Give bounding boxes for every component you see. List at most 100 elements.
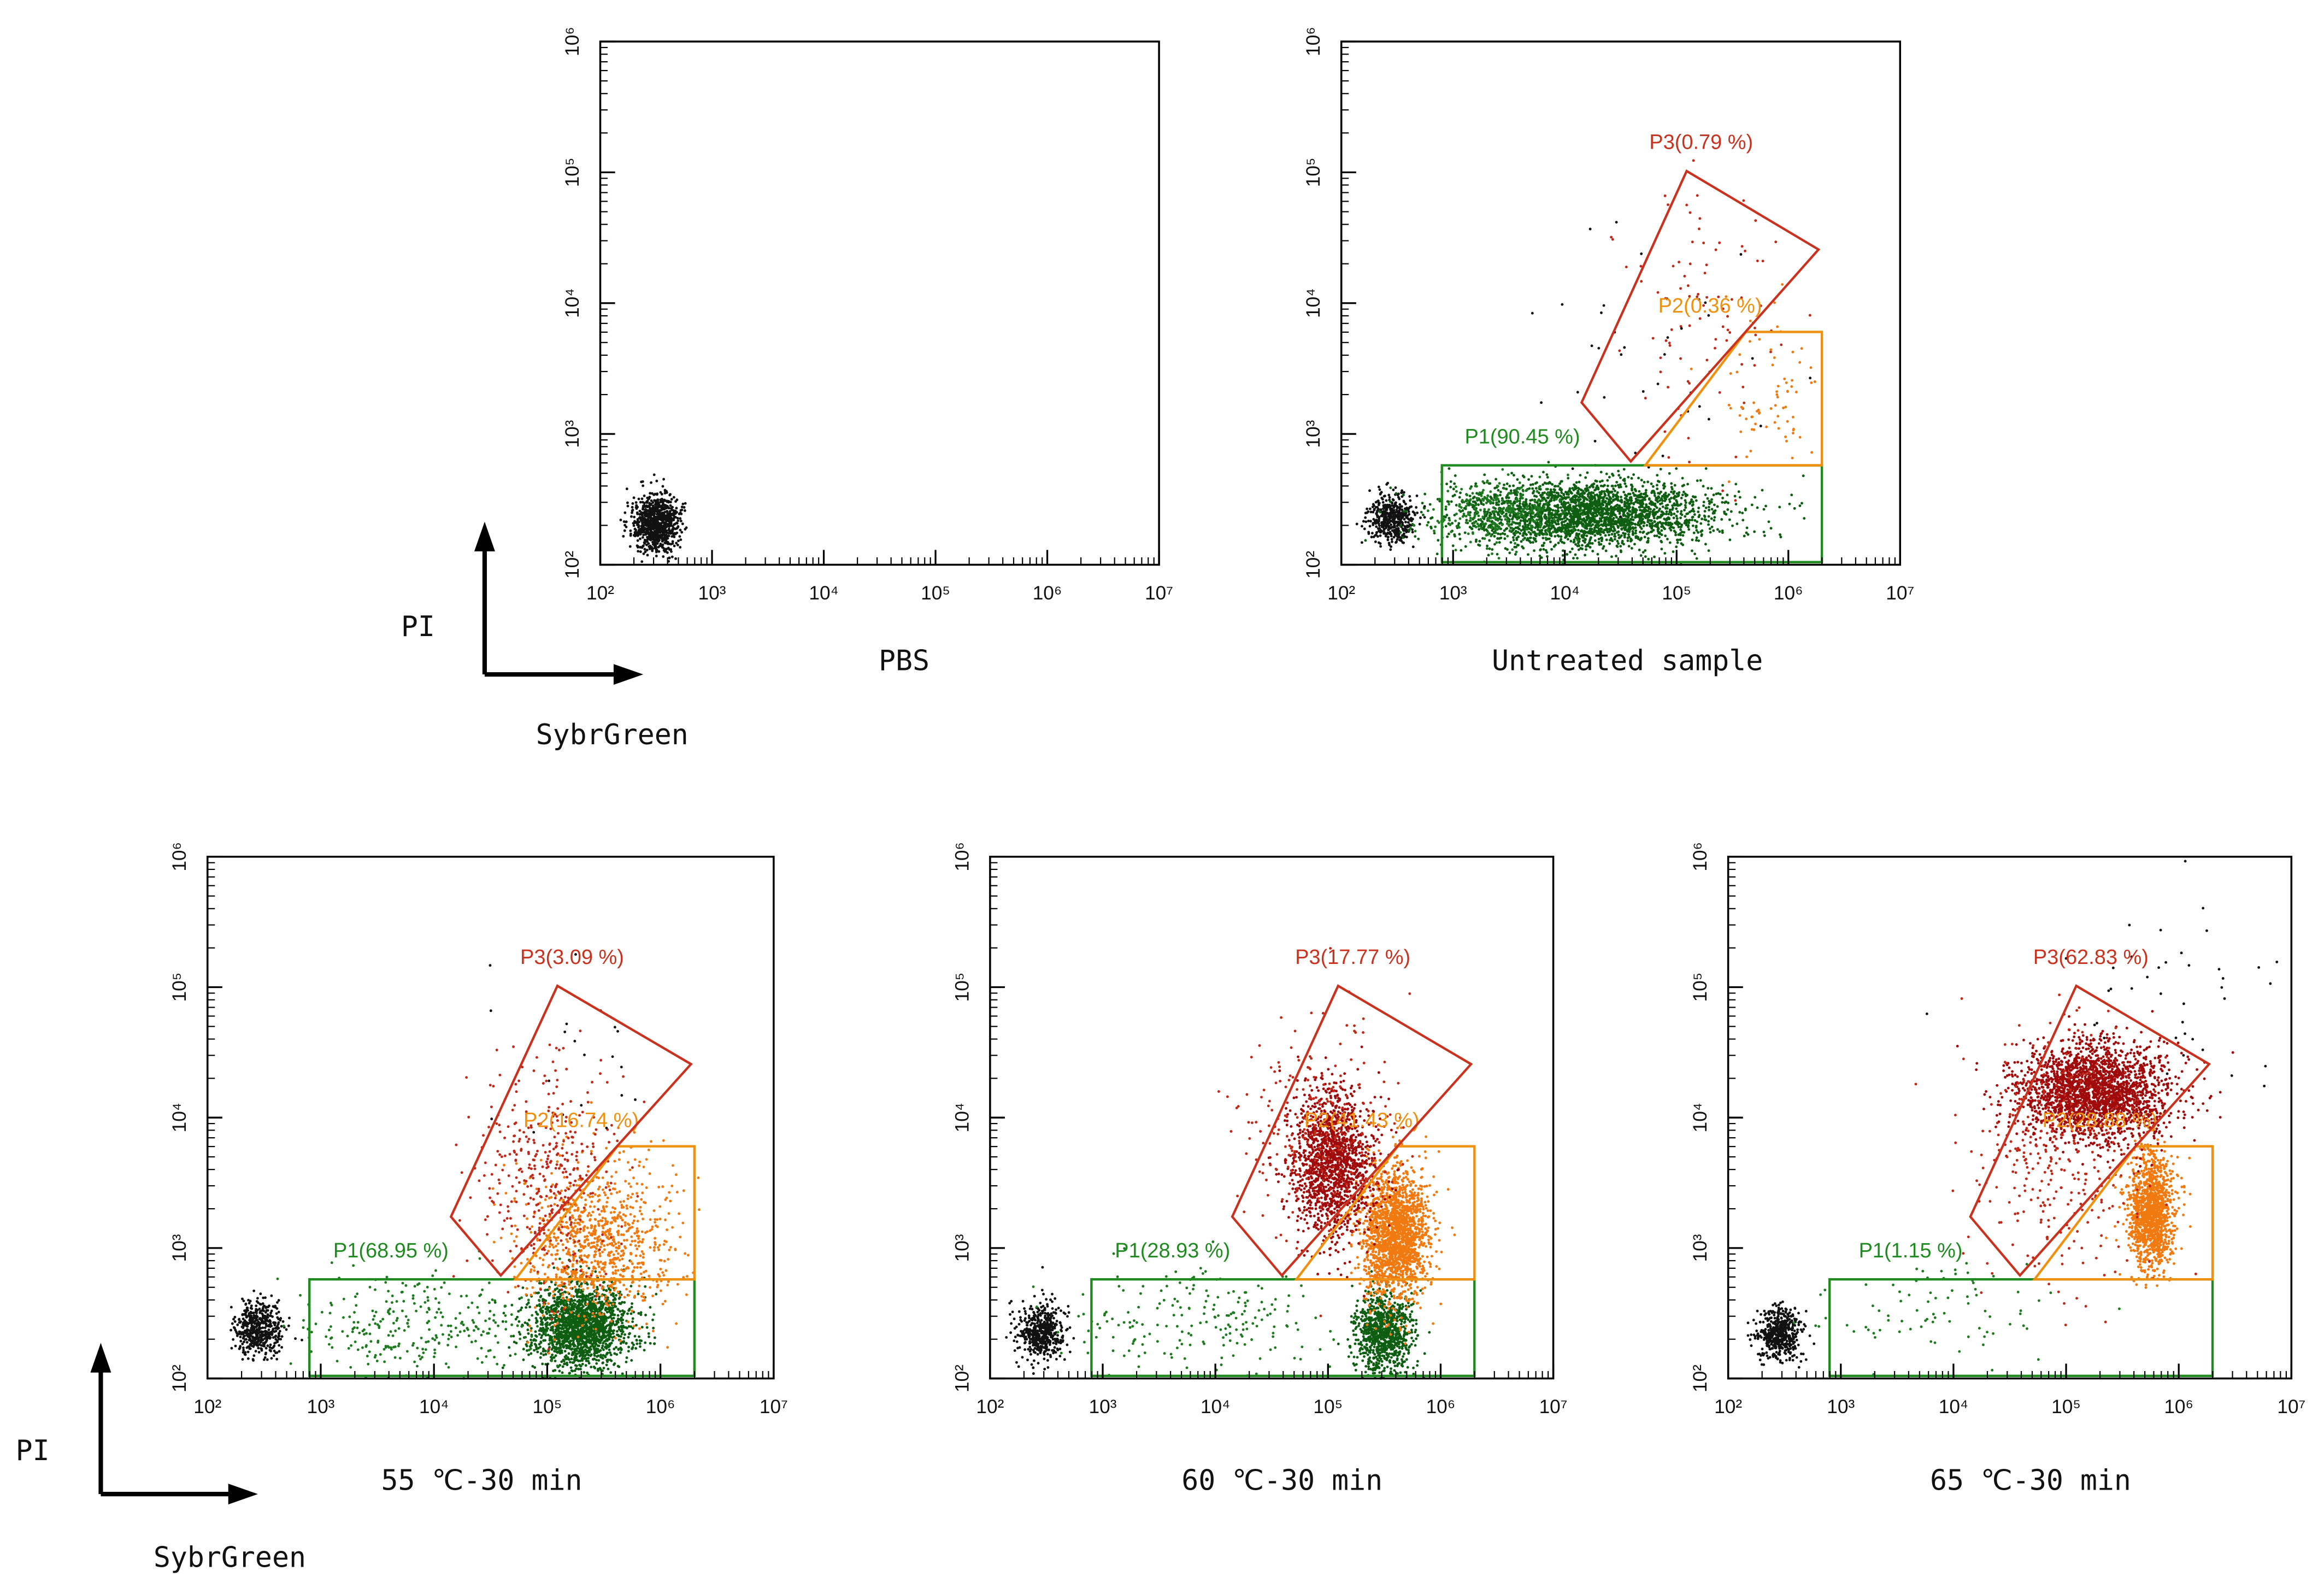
event-dot — [1605, 504, 1608, 507]
event-dot — [1665, 510, 1668, 513]
event-dot — [1547, 461, 1550, 464]
flow-plot: P1(68.95 %)P2(16.74 %)P3(3.09 %)10² 10³ 10… — [169, 842, 788, 1497]
event-dot — [1718, 241, 1721, 244]
event-dot — [1535, 519, 1539, 522]
event-dot — [1738, 511, 1741, 514]
event-dot — [1634, 526, 1637, 530]
event-dot — [1484, 522, 1487, 525]
event-dot — [1635, 499, 1638, 502]
event-dot — [1522, 490, 1525, 493]
event-dot — [1384, 508, 1387, 511]
event-dot — [1586, 513, 1589, 516]
event-dot — [263, 1341, 267, 1344]
event-dot — [1785, 381, 1788, 384]
event-dot — [1587, 510, 1590, 513]
event-dot — [239, 1336, 242, 1339]
event-dot — [1619, 549, 1622, 552]
event-dot — [1402, 529, 1405, 532]
event-dot — [1464, 521, 1468, 524]
event-dot — [1448, 503, 1451, 506]
event-dot — [1485, 497, 1488, 500]
event-dot — [1472, 500, 1475, 503]
event-dot — [1485, 481, 1488, 484]
event-dot — [1567, 530, 1570, 533]
event-dot — [1676, 541, 1679, 544]
event-dot — [1511, 508, 1514, 510]
event-dot — [1455, 525, 1458, 528]
event-dot — [1390, 534, 1393, 538]
event-dot — [1482, 499, 1485, 502]
event-dot — [1376, 509, 1379, 512]
event-dot — [1792, 428, 1795, 432]
event-dot — [1603, 396, 1606, 399]
event-dot — [1448, 522, 1451, 526]
event-dot — [1401, 534, 1404, 537]
y-tick-label: 10³ — [1303, 420, 1324, 448]
event-dot — [1401, 521, 1404, 525]
event-dot — [1707, 520, 1710, 523]
event-dot — [668, 515, 672, 519]
event-dot — [1627, 545, 1631, 548]
event-dot — [674, 527, 678, 531]
event-dot — [1668, 517, 1671, 521]
event-dot — [657, 505, 660, 509]
event-dot — [1580, 529, 1584, 532]
event-dot — [1638, 490, 1641, 493]
event-dot — [1701, 517, 1704, 521]
event-dot — [285, 1328, 288, 1331]
event-dot — [1407, 521, 1410, 524]
event-dot — [1414, 535, 1417, 538]
event-dot — [639, 550, 642, 554]
event-dot — [1488, 482, 1492, 485]
event-dot — [1592, 483, 1596, 486]
event-dot — [1389, 548, 1392, 551]
event-dot — [262, 1296, 265, 1299]
event-dot — [1582, 510, 1586, 514]
x-key-label: SybrGreen — [154, 1541, 306, 1574]
event-dot — [1610, 521, 1613, 525]
event-dot — [1729, 510, 1733, 513]
event-dot — [1584, 497, 1587, 500]
event-dot — [637, 529, 640, 532]
event-dot — [676, 543, 679, 546]
event-dot — [1615, 516, 1618, 519]
event-dot — [1420, 510, 1423, 514]
event-dot — [1622, 514, 1625, 517]
event-dot — [1731, 524, 1734, 527]
event-dot — [1531, 492, 1534, 495]
event-dot — [1686, 284, 1690, 287]
event-dot — [1627, 536, 1631, 538]
event-dot — [1522, 514, 1525, 517]
event-dot — [1469, 540, 1472, 544]
event-dot — [1776, 415, 1780, 418]
event-dot — [660, 535, 663, 538]
event-dot — [1411, 510, 1415, 514]
event-dot — [1617, 469, 1620, 473]
event-dot — [1516, 478, 1519, 481]
event-dot — [1419, 516, 1422, 519]
event-dot — [1402, 532, 1405, 536]
event-dot — [1727, 480, 1731, 484]
event-dot — [664, 507, 668, 510]
event-dot — [1670, 482, 1673, 485]
event-dot — [1576, 557, 1579, 560]
event-dot — [1533, 549, 1536, 552]
event-dot — [1652, 528, 1655, 532]
event-dot — [1670, 328, 1673, 331]
event-dot — [651, 501, 655, 504]
event-dot — [1637, 521, 1640, 524]
event-dot — [1726, 493, 1729, 497]
event-dot — [1560, 480, 1563, 483]
event-dot — [1546, 530, 1550, 533]
event-dot — [670, 535, 674, 538]
event-dot — [1634, 532, 1637, 535]
event-dot — [1644, 516, 1648, 520]
event-dot — [1716, 505, 1719, 508]
event-dot — [1542, 470, 1545, 474]
event-dot — [1595, 514, 1598, 517]
event-dot — [1402, 499, 1405, 503]
event-dot — [1470, 503, 1473, 507]
event-dot — [1590, 530, 1592, 533]
event-dot — [1413, 524, 1416, 527]
event-dot — [1399, 531, 1402, 534]
